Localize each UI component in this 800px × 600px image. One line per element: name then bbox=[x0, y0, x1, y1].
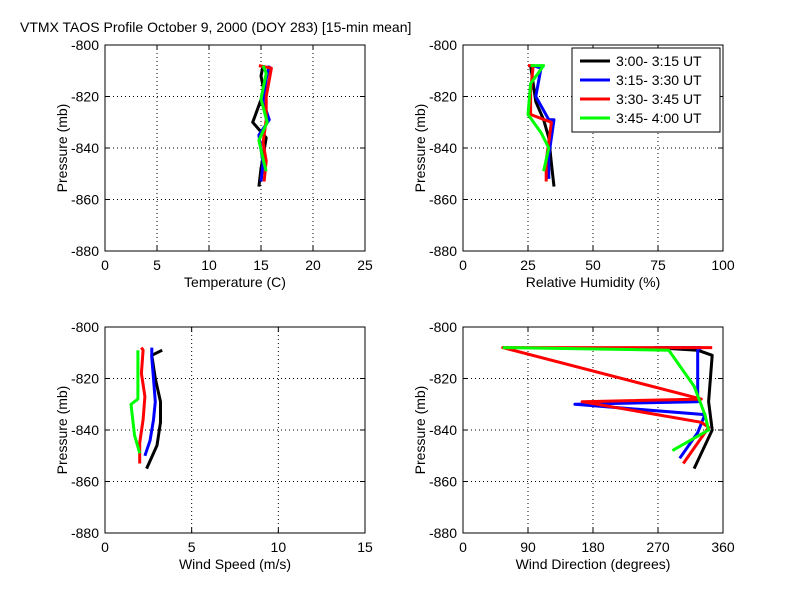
x-tick-label: 0 bbox=[459, 539, 467, 555]
x-tick-label: 15 bbox=[357, 539, 373, 555]
y-tick-label: -800 bbox=[429, 37, 457, 53]
x-tick-label: 75 bbox=[650, 257, 666, 273]
y-tick-label: -880 bbox=[429, 243, 457, 259]
chart-wind-direction: 0 90 180 270 360 -800 -820 -840 -860 -880 Wind Dir… bbox=[412, 319, 735, 572]
x-tick-label: 50 bbox=[585, 257, 601, 273]
x-tick-label: 10 bbox=[201, 257, 217, 273]
chart-wind-speed: 0 5 10 15 -800 -820 -840 -860 -880 Wind Speed (m/… bbox=[54, 319, 373, 572]
x-axis-label: Relative Humidity (%) bbox=[526, 274, 661, 290]
x-tick-label: 360 bbox=[711, 539, 735, 555]
series-line bbox=[526, 64, 551, 172]
y-tick-label: -860 bbox=[429, 474, 457, 490]
y-tick-label: -860 bbox=[71, 474, 99, 490]
legend-label: 3:30- 3:45 UT bbox=[616, 91, 702, 107]
x-tick-label: 15 bbox=[253, 257, 269, 273]
y-axis-label: Pressure (mb) bbox=[54, 386, 70, 475]
legend: 3:00- 3:15 UT 3:15- 3:30 UT 3:30- 3:45 UT 3… bbox=[571, 47, 721, 133]
x-tick-label: 90 bbox=[520, 539, 536, 555]
legend-label: 3:15- 3:30 UT bbox=[616, 72, 702, 88]
figure-title: VTMX TAOS Profile October 9, 2000 (DOY 2… bbox=[20, 19, 411, 35]
series-line bbox=[129, 350, 142, 454]
x-tick-label: 0 bbox=[101, 257, 109, 273]
y-tick-label: -800 bbox=[71, 37, 99, 53]
y-tick-label: -860 bbox=[71, 192, 99, 208]
y-tick-label: -880 bbox=[429, 525, 457, 541]
y-tick-label: -840 bbox=[429, 140, 457, 156]
y-axis-label: Pressure (mb) bbox=[412, 386, 428, 475]
y-tick-label: -820 bbox=[429, 371, 457, 387]
x-tick-label: 10 bbox=[271, 539, 287, 555]
chart-humidity: 0 25 50 75 100 -800 -820 -840 -860 -880 Relative H… bbox=[412, 37, 735, 290]
y-tick-label: -800 bbox=[71, 319, 99, 335]
y-tick-label: -840 bbox=[71, 422, 99, 438]
x-tick-label: 5 bbox=[188, 539, 196, 555]
x-tick-label: 0 bbox=[459, 257, 467, 273]
y-tick-label: -820 bbox=[429, 89, 457, 105]
x-axis-label: Temperature (C) bbox=[184, 274, 286, 290]
y-tick-label: -820 bbox=[71, 89, 99, 105]
y-tick-label: -820 bbox=[71, 371, 99, 387]
y-tick-label: -880 bbox=[71, 243, 99, 259]
x-tick-label: 20 bbox=[305, 257, 321, 273]
x-axis-label: Wind Speed (m/s) bbox=[179, 556, 291, 572]
x-tick-label: 0 bbox=[101, 539, 109, 555]
series-line bbox=[502, 346, 711, 452]
y-tick-label: -860 bbox=[429, 192, 457, 208]
x-tick-label: 180 bbox=[581, 539, 605, 555]
series-line bbox=[654, 346, 714, 470]
y-axis-label: Pressure (mb) bbox=[412, 104, 428, 193]
x-tick-label: 5 bbox=[153, 257, 161, 273]
x-tick-label: 25 bbox=[357, 257, 373, 273]
y-axis-label: Pressure (mb) bbox=[54, 104, 70, 193]
x-tick-label: 25 bbox=[520, 257, 536, 273]
legend-label: 3:00- 3:15 UT bbox=[616, 53, 702, 69]
x-tick-label: 270 bbox=[646, 539, 670, 555]
chart-temperature: 0 5 10 15 20 25 -800 -820 -840 -860 -880 Temperatur… bbox=[54, 37, 373, 290]
legend-label: 3:45- 4:00 UT bbox=[616, 110, 702, 126]
x-tick-label: 100 bbox=[711, 257, 735, 273]
series-line bbox=[143, 347, 157, 457]
x-axis-label: Wind Direction (degrees) bbox=[516, 556, 671, 572]
series-line bbox=[257, 65, 269, 172]
y-tick-label: -840 bbox=[71, 140, 99, 156]
y-tick-label: -800 bbox=[429, 319, 457, 335]
series-line bbox=[138, 346, 147, 464]
y-tick-label: -880 bbox=[71, 525, 99, 541]
y-tick-label: -840 bbox=[429, 422, 457, 438]
